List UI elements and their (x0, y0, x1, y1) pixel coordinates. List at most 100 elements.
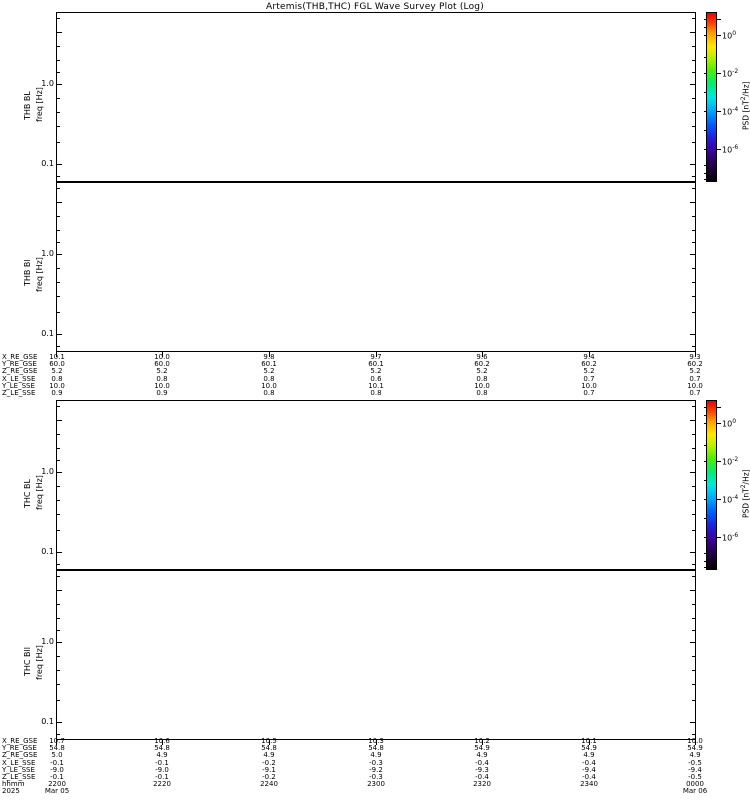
axis-value: 5.2 (263, 367, 275, 376)
axis-value: 10.0 (687, 381, 703, 390)
axis-value: 60.2 (687, 360, 703, 369)
upper-axis-column: 9.8 60.1 5.2 0.8 10.0 0.8 (252, 353, 286, 397)
axis-value: 4.9 (583, 751, 595, 760)
axis-value: 9.4 (583, 353, 595, 361)
colorbar-tick-label: 100 (722, 30, 737, 41)
axis-value: 4.9 (689, 751, 701, 760)
axis-value: 10.1 (49, 353, 65, 361)
row-label: Y_RE_GSE (2, 360, 37, 369)
colorbar-tick-label: 100 (722, 418, 737, 429)
panel-thb-bll (56, 182, 696, 352)
axis-value: 4.9 (156, 751, 168, 760)
colorbar-tick-label: 10-6 (722, 144, 739, 155)
axis-value: 9.8 (263, 353, 275, 361)
colorbar-thc-caption: PSD [nT2/Hz] (740, 469, 750, 518)
axis-value: -0.1 (50, 758, 64, 767)
date-label: Mar 05 (44, 787, 70, 796)
panel-thc-bll (56, 570, 696, 740)
time-label: 0000 (686, 780, 704, 789)
row-label: X_LE_SSE (2, 374, 36, 383)
row-label: Y_LE_SSE (2, 381, 35, 390)
axis-value: 10.3 (368, 737, 384, 745)
axis-value: 9.7 (370, 353, 382, 361)
colorbar-tick-label: 10-2 (722, 68, 739, 79)
colorbar-thb: 100 10-2 10-4 10-6 (704, 12, 738, 182)
axis-value: 60.1 (368, 360, 384, 369)
time-label: 2220 (153, 780, 171, 789)
axis-value: -0.4 (582, 758, 596, 767)
axis-value: -0.3 (369, 758, 383, 767)
axis-value: 0.7 (689, 374, 701, 383)
axis-value: -9.3 (475, 765, 489, 774)
row-label-hhmm: hhmm (2, 780, 25, 789)
row-label: Y_LE_SSE (2, 765, 35, 774)
row-label: X_RE_GSE (2, 737, 38, 745)
axis-value: 5.0 (51, 751, 63, 760)
axis-value: -9.4 (688, 765, 702, 774)
axis-value: 10.0 (474, 381, 490, 390)
axis-value: -0.2 (262, 772, 276, 781)
axis-value: 5.2 (156, 367, 168, 376)
axis-value: 0.8 (263, 388, 275, 397)
axis-value: 10.0 (154, 353, 170, 361)
axis-value: 10.7 (49, 737, 65, 745)
panel-thc-bll-probe: THC Bll (23, 647, 32, 676)
axis-value: 4.9 (476, 751, 488, 760)
lower-xaxis-ticks (56, 740, 696, 746)
axis-value: 5.2 (370, 367, 382, 376)
ytick-label: 0.1 (41, 547, 54, 556)
axis-value: 10.0 (49, 381, 65, 390)
axis-value: 0.8 (156, 374, 168, 383)
axis-value: 60.0 (154, 360, 170, 369)
axis-value: 0.7 (583, 374, 595, 383)
axis-value: -0.1 (50, 772, 64, 781)
axis-value: -0.4 (475, 758, 489, 767)
axis-value: 54.9 (474, 744, 490, 753)
axis-value: 9.3 (689, 353, 701, 361)
row-label: Y_RE_GSE (2, 744, 37, 753)
upper-axis-column: 9.4 60.2 5.2 0.7 10.0 0.7 (572, 353, 606, 397)
row-label: Z_RE_GSE (2, 367, 38, 376)
axis-value: 10.0 (261, 381, 277, 390)
axis-value: -9.0 (155, 765, 169, 774)
axis-value: -9.1 (262, 765, 276, 774)
colorbar-tick-label: 10-4 (722, 106, 739, 117)
axis-value: 10.0 (581, 381, 597, 390)
upper-xaxis-ticks (56, 352, 696, 358)
panel-thb-bl (56, 12, 696, 182)
upper-axis-column: 9.6 60.2 5.2 0.8 10.0 0.8 (465, 353, 499, 397)
axis-value: -9.2 (369, 765, 383, 774)
axis-value: 0.9 (51, 388, 63, 397)
axis-value: -0.1 (155, 772, 169, 781)
axis-value: 10.1 (581, 737, 597, 745)
axis-value: 0.8 (370, 388, 382, 397)
axis-value: 10.6 (154, 737, 170, 745)
axis-value: 5.2 (51, 367, 63, 376)
panel-thb-bll-probe: THB Bl (23, 259, 32, 286)
axis-value: 10.2 (474, 737, 490, 745)
colorbar-tick-label: 10-4 (722, 494, 739, 505)
lower-axis-row-labels: X_RE_GSE Y_RE_GSE Z_RE_GSE X_LE_SSE Y_LE… (2, 737, 38, 796)
axis-value: 10.5 (261, 737, 277, 745)
panel-thc-bll-ylabel: freq [Hz] (35, 645, 44, 680)
axis-value: 0.9 (156, 388, 168, 397)
time-label: 2200 (48, 780, 66, 789)
row-label: X_LE_SSE (2, 758, 36, 767)
axis-value: -0.2 (262, 758, 276, 767)
year-label: 2025 (2, 787, 20, 796)
lower-axis-column: 10.2 54.9 4.9 -0.4 -9.3 -0.4 2320 (465, 737, 499, 788)
panel-thc-bl-ylabel: freq [Hz] (35, 475, 44, 510)
row-label: Z_LE_SSE (2, 772, 36, 781)
lower-axis-column: 10.7 54.8 5.0 -0.1 -9.0 -0.1 2200 Mar 05 (40, 737, 74, 796)
axis-value: -0.3 (369, 772, 383, 781)
axis-value: 60.2 (474, 360, 490, 369)
ytick-label: 0.1 (41, 717, 54, 726)
ytick-label: 0.1 (41, 329, 54, 338)
axis-value: 4.9 (370, 751, 382, 760)
axis-value: -0.5 (688, 758, 702, 767)
panel-thc-bl-probe: THC BL (23, 479, 32, 508)
axis-value: -0.4 (475, 772, 489, 781)
lower-axis-column: 10.3 54.8 4.9 -0.3 -9.2 -0.3 2300 (359, 737, 393, 788)
panel-thc-bl (56, 400, 696, 570)
